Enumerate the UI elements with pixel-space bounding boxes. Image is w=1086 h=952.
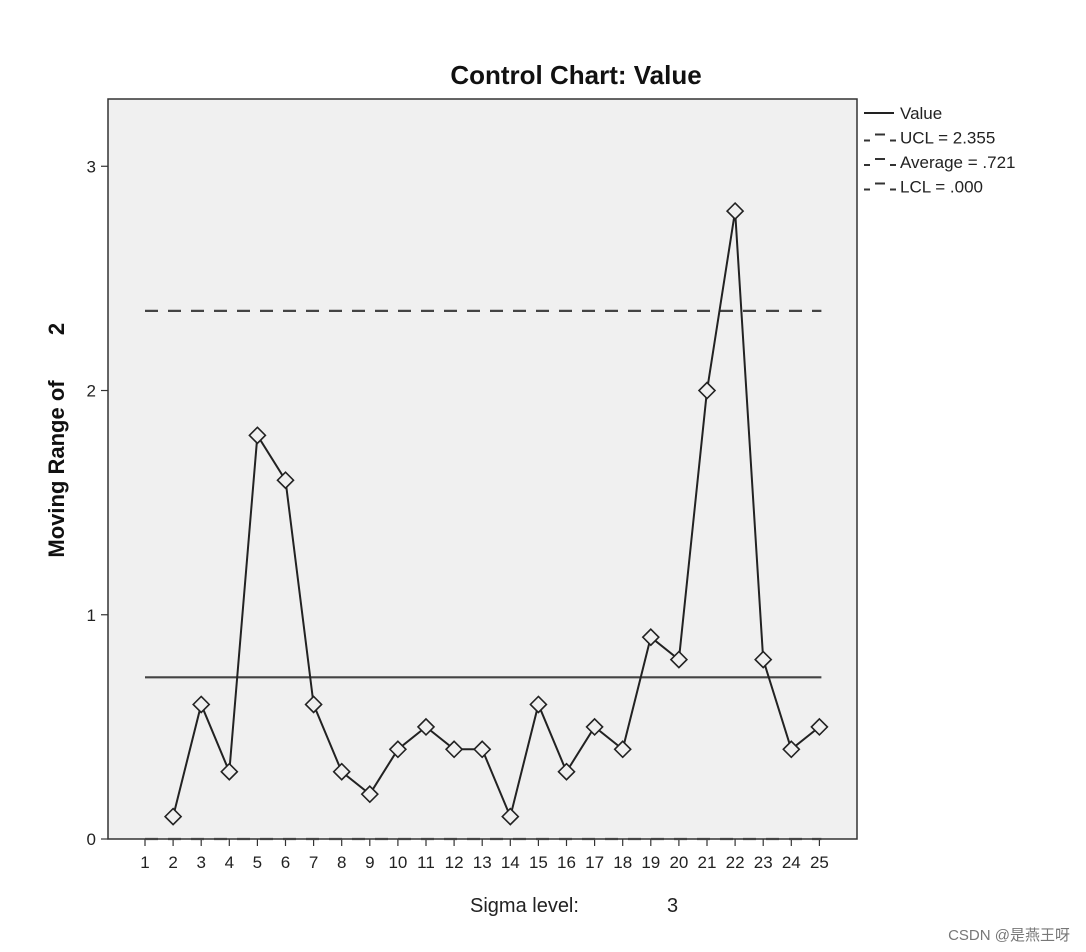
x-tick-label: 10 [388,853,407,872]
data-point-marker [248,426,267,445]
legend-label: UCL = 2.355 [900,129,995,148]
data-point-marker [810,717,829,737]
x-tick-label: 3 [196,853,205,872]
legend-label: Value [900,104,942,123]
x-tick-label: 21 [698,853,717,872]
x-tick-label: 25 [810,853,829,872]
x-tick-label: 23 [754,853,773,872]
x-tick-label: 19 [641,853,660,872]
data-point-marker [782,740,801,759]
x-tick-label: 9 [365,853,374,872]
y-tick-label: 0 [87,830,96,849]
x-tick-label: 7 [309,853,318,872]
data-point-marker [444,740,464,759]
watermark: CSDN @是燕王呀 [948,927,1070,944]
data-point-marker [641,628,660,647]
data-point-marker [697,381,717,400]
x-tick-label: 8 [337,853,346,872]
data-point-marker [754,650,773,669]
x-tick-label: 14 [501,853,520,872]
x-tick-label: 17 [585,853,604,872]
data-point-marker [332,762,351,781]
data-point-marker [725,201,745,221]
data-point-marker [192,695,211,714]
y-axis-label-suffix: 2 [44,323,69,335]
data-point-marker [163,807,183,826]
x-tick-label: 2 [168,853,177,872]
x-tick-label: 24 [782,853,801,872]
legend-label: Average = .721 [900,153,1015,172]
x-tick-label: 4 [225,853,234,872]
x-tick-label: 15 [529,853,548,872]
x-tick-label: 12 [445,853,464,872]
x-tick-label: 1 [140,853,149,872]
data-point-marker [585,717,604,737]
y-axis-label: Moving Range of [44,380,69,558]
data-point-marker [669,650,689,669]
legend-label: LCL = .000 [900,178,983,197]
plot-area [107,98,858,840]
y-tick-label: 3 [87,157,96,176]
x-tick-label: 13 [473,853,492,872]
sigma-level-value: 3 [667,895,678,917]
data-point-marker [501,807,520,826]
data-point-marker [360,785,379,804]
x-tick-label: 11 [417,853,435,872]
data-point-marker [613,740,632,759]
reference-lines [145,309,822,841]
x-axis-ticks: 1 2 3 4 5 6 7 8 9 10 11 12 13 14 15 16 17 18 19 20 21 22 23 24 2… [140,839,829,872]
x-tick-label: 6 [281,853,290,872]
legend: Value UCL = 2.355 Average = .721 LCL = .000 [864,104,1015,197]
value-series-line [172,210,821,820]
x-tick-label: 20 [669,853,688,872]
data-point-marker [304,695,323,714]
x-tick-label: 22 [726,853,745,872]
data-point-marker [220,762,239,781]
data-point-marker [416,717,436,737]
sigma-level-label: Sigma level: [470,895,579,917]
y-tick-label: 1 [87,606,96,625]
data-point-marker [557,762,576,781]
chart-title: Control Chart: Value [450,60,701,90]
data-point-marker [529,695,548,714]
y-tick-label: 2 [87,382,96,401]
x-tick-label: 16 [557,853,576,872]
data-point-marker [473,740,492,759]
y-axis-label-group: Moving Range of 2 [44,323,69,558]
x-tick-label: 18 [613,853,632,872]
series-value [163,201,829,826]
data-point-marker [388,740,408,759]
y-axis-ticks: 0 1 2 3 [87,157,108,849]
data-point-marker [276,471,295,490]
x-tick-label: 5 [253,853,262,872]
